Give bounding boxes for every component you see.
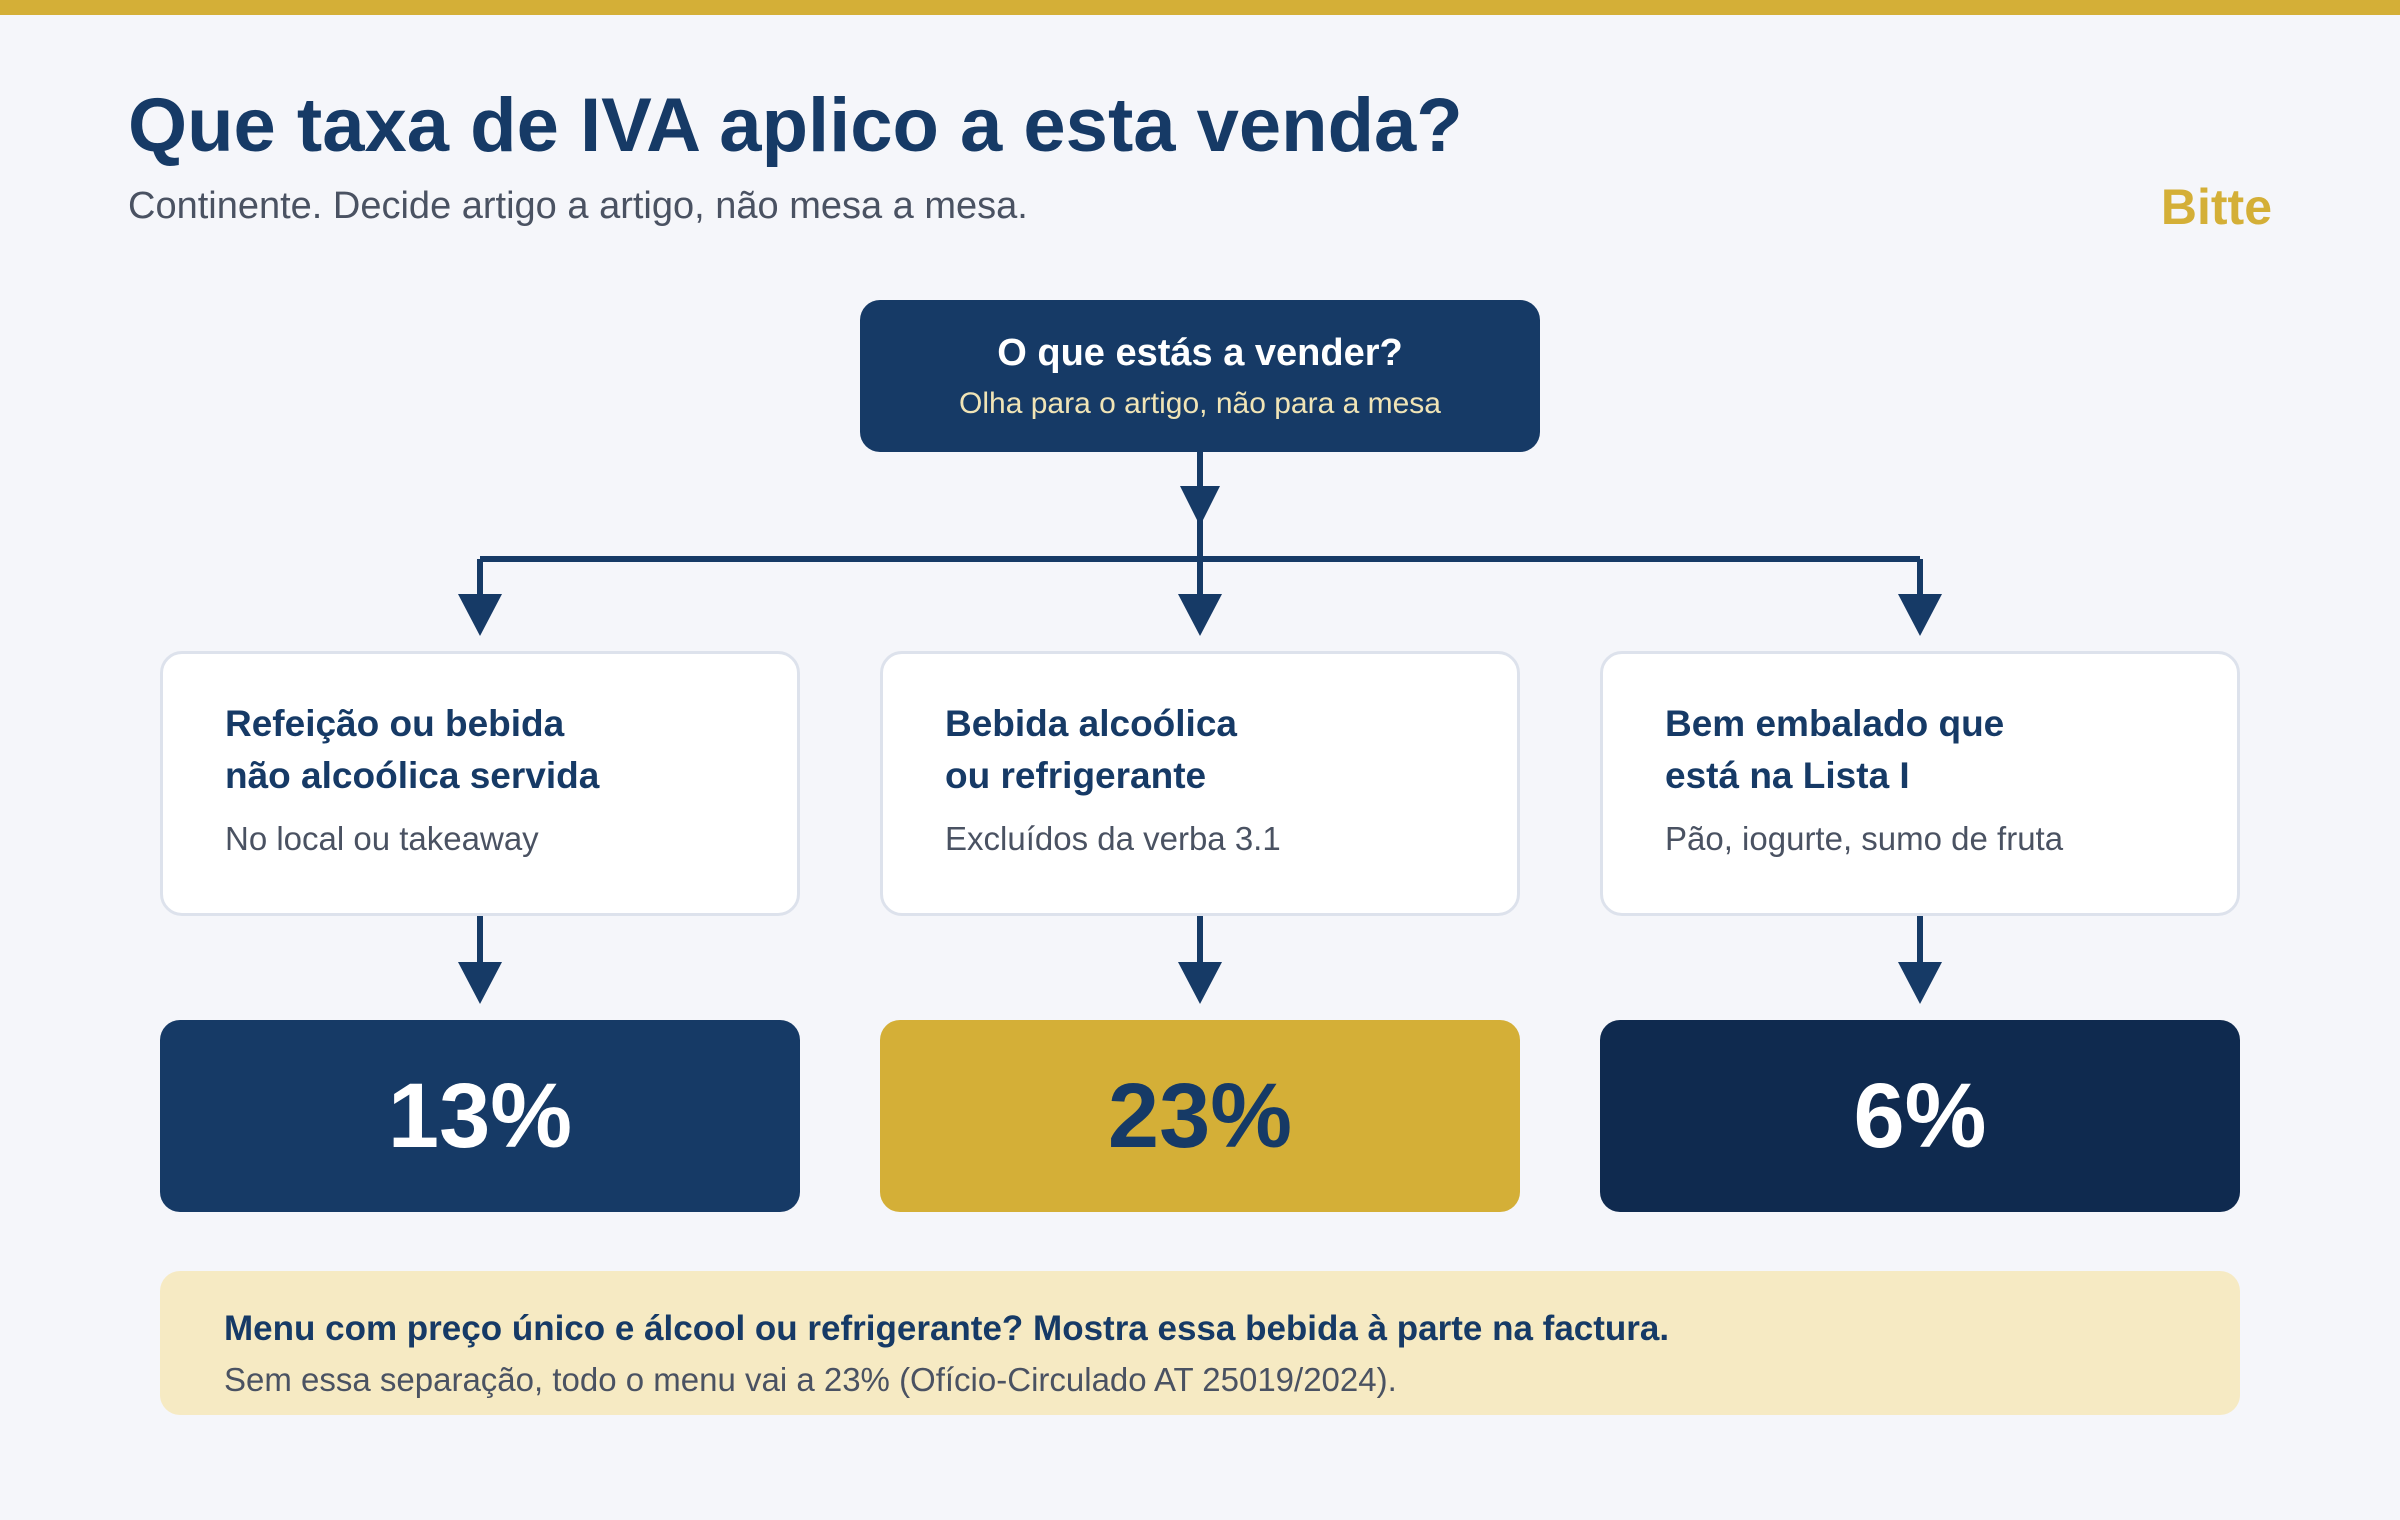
rate-box-6: 6% <box>1600 1020 2240 1212</box>
rate-arrowhead-center <box>1178 962 1222 1004</box>
top-accent-bar <box>0 0 2400 15</box>
note-description: Sem essa separação, todo o menu vai a 23… <box>224 1361 1397 1398</box>
rate-box-13: 13% <box>160 1020 800 1212</box>
branch-arrowhead-right <box>1898 594 1942 636</box>
rate-arrowhead-right <box>1898 962 1942 1004</box>
note-title: Menu com preço único e álcool ou refrige… <box>224 1309 1670 1348</box>
page-subtitle: Continente. Decide artigo a artigo, não … <box>128 185 1028 227</box>
root-question-box: O que estás a vender? Olha para o artigo… <box>860 300 1540 452</box>
rate-box-23: 23% <box>880 1020 1520 1212</box>
branch-title: Bem embalado que está na Lista I <box>1665 703 2005 796</box>
branch-arrowhead-center <box>1178 594 1222 636</box>
branch-card-meal: Refeição ou bebida não alcoólica servida… <box>160 651 800 916</box>
root-arrowhead <box>1180 486 1220 526</box>
branch-card-alcohol: Bebida alcoólica ou refrigerante Excluíd… <box>880 651 1520 916</box>
branch-title: Bebida alcoólica ou refrigerante <box>945 703 1237 796</box>
branch-card-packaged: Bem embalado que está na Lista I Pão, io… <box>1600 651 2240 916</box>
brand-logo: Bitte <box>2160 179 2272 235</box>
rate-arrowhead-left <box>458 962 502 1004</box>
page-title: Que taxa de IVA aplico a esta venda? <box>128 83 1463 168</box>
branch-title: Refeição ou bebida não alcoólica servida <box>225 703 600 796</box>
branch-description: Excluídos da verba 3.1 <box>945 820 1281 857</box>
branch-description: No local ou takeaway <box>225 820 539 857</box>
root-question: O que estás a vender? <box>997 332 1403 375</box>
branch-description: Pão, iogurte, sumo de fruta <box>1665 820 2064 857</box>
branch-arrowhead-left <box>458 594 502 636</box>
note-callout: Menu com preço único e álcool ou refrige… <box>160 1271 2240 1415</box>
root-hint: Olha para o artigo, não para a mesa <box>959 386 1441 420</box>
